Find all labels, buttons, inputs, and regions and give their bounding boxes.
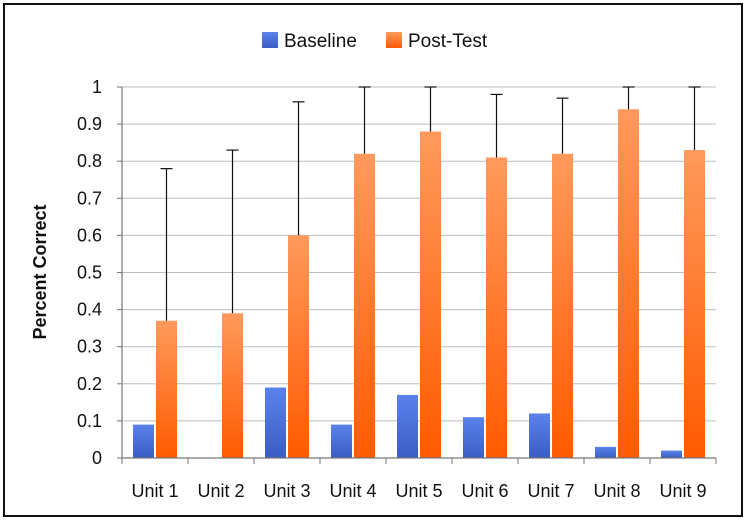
axes: [117, 86, 717, 464]
y-tick-label-0: 0: [92, 448, 102, 468]
bar-baseline-1: [133, 424, 154, 458]
bar-baseline-3: [265, 387, 286, 458]
bar-posttest-6: [486, 157, 507, 459]
bar-baseline-5: [397, 394, 418, 458]
x-tick-label-9: Unit 9: [659, 481, 706, 501]
gridlines: [122, 86, 716, 422]
bar-posttest-2: [222, 313, 243, 458]
bar-posttest-8: [618, 109, 639, 458]
x-tick-label-7: Unit 7: [527, 481, 574, 501]
bar-posttest-1: [156, 320, 177, 458]
y-tick-label-1: 0.1: [77, 411, 102, 431]
y-tick-label-7: 0.7: [77, 188, 102, 208]
legend: Baseline Post-Test: [262, 31, 488, 52]
bar-baseline-6: [463, 417, 484, 458]
bar-posttest-4: [354, 153, 375, 458]
bars: [133, 109, 705, 459]
x-tick-label-8: Unit 8: [593, 481, 640, 501]
bar-baseline-8: [595, 446, 616, 458]
y-axis-title: Percent Correct: [30, 204, 50, 339]
bar-posttest-7: [552, 153, 573, 458]
y-tick-label-8: 0.8: [77, 151, 102, 171]
x-tick-label-5: Unit 5: [395, 481, 442, 501]
y-tick-label-3: 0.3: [77, 337, 102, 357]
x-axis-tick-labels: Unit 1 Unit 2 Unit 3 Unit 4 Unit 5 Unit 6 Unit…: [131, 481, 706, 501]
x-tick-label-3: Unit 3: [263, 481, 310, 501]
bar-posttest-9: [684, 150, 705, 458]
bar-baseline-4: [331, 424, 352, 458]
y-tick-label-5: 0.5: [77, 263, 102, 283]
bar-posttest-3: [288, 235, 309, 458]
legend-swatch-baseline: [262, 32, 278, 48]
y-tick-label-2: 0.2: [77, 374, 102, 394]
bar-baseline-7: [529, 413, 550, 458]
y-tick-label-6: 0.6: [77, 225, 102, 245]
x-tick-label-6: Unit 6: [461, 481, 508, 501]
bar-posttest-5: [420, 131, 441, 458]
x-tick-label-2: Unit 2: [197, 481, 244, 501]
error-bars: [160, 86, 701, 321]
y-tick-label-10: 1: [92, 77, 102, 97]
y-tick-label-4: 0.4: [77, 300, 102, 320]
bar-baseline-9: [661, 450, 682, 458]
legend-label-baseline: Baseline: [284, 31, 357, 52]
x-tick-label-4: Unit 4: [329, 481, 376, 501]
y-axis-tick-labels: 0 0.1 0.2 0.3 0.4 0.5 0.6 0.7 0.8 0.9 1: [77, 77, 102, 468]
y-tick-label-9: 0.9: [77, 114, 102, 134]
legend-swatch-posttest: [386, 32, 402, 48]
legend-label-posttest: Post-Test: [408, 31, 488, 52]
x-tick-label-1: Unit 1: [131, 481, 178, 501]
